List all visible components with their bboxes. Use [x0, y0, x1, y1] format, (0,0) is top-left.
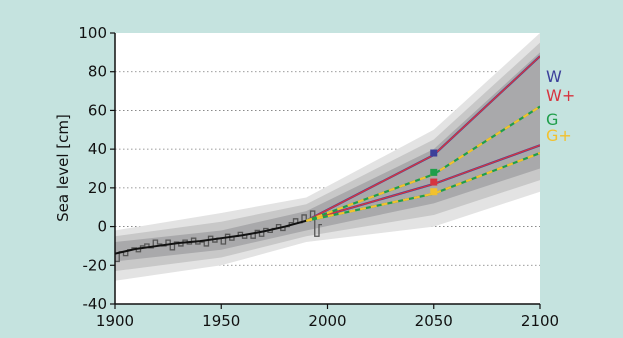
- scenario-markers-2050: [430, 149, 438, 196]
- x-tick-label-0: 1900: [96, 312, 134, 330]
- y-tick-label-6: 80: [88, 63, 107, 81]
- x-tick-label-4: 2100: [521, 312, 559, 330]
- marker-2050-w: [430, 149, 438, 157]
- y-axis-label: Sea level [cm]: [54, 114, 72, 222]
- legend-entry-w: W: [546, 67, 562, 86]
- y-tick-label-5: 60: [88, 101, 107, 119]
- y-tick-label-4: 40: [88, 140, 107, 158]
- y-tick-label-3: 20: [88, 179, 107, 197]
- marker-2050-g: [430, 168, 438, 176]
- x-tick-label-1: 1950: [202, 312, 240, 330]
- uncertainty-band-outer: [115, 33, 540, 281]
- x-tick-labels: 1900 1950 2000 2050 2100: [96, 304, 559, 330]
- x-tick-label-3: 2050: [415, 312, 453, 330]
- y-tick-labels: -40 -20 0 20 40 60 80 100: [78, 24, 115, 313]
- uncertainty-band-middle: [115, 42, 540, 272]
- legend-entry-g-plus: G+: [546, 126, 572, 145]
- marker-2050-w-plus: [430, 178, 438, 186]
- legend: WW+ GG+: [546, 67, 575, 145]
- y-tick-label-7: 100: [78, 24, 107, 42]
- y-tick-label-0: -40: [83, 295, 108, 313]
- x-tick-label-2: 2000: [308, 312, 346, 330]
- y-tick-label-1: -20: [83, 256, 108, 274]
- marker-2050-g-plus: [430, 188, 438, 196]
- legend-entry-g: G: [546, 110, 558, 129]
- smoothed-sea-level-line: [115, 216, 318, 255]
- y-tick-label-2: 0: [97, 218, 107, 236]
- legend-entry-w-plus: W+: [546, 86, 575, 105]
